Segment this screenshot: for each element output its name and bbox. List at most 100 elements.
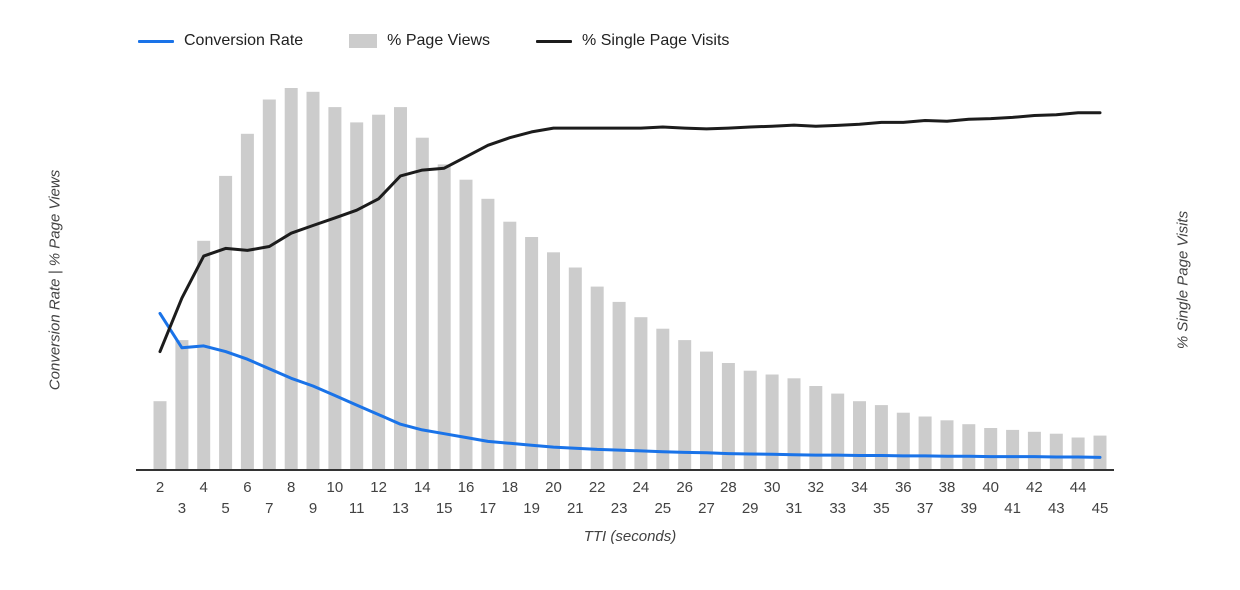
x-tick-label: 10 xyxy=(327,479,344,496)
x-tick-label: 32 xyxy=(807,479,824,496)
x-tick-label: 43 xyxy=(1048,500,1065,517)
bar-page-views xyxy=(437,164,451,470)
legend-label-page-views: % Page Views xyxy=(387,32,491,49)
bar-page-views xyxy=(809,386,823,470)
bar-page-views xyxy=(831,393,845,470)
x-tick-label: 44 xyxy=(1070,479,1087,496)
bar-page-views xyxy=(547,252,560,470)
bar-page-views xyxy=(787,378,801,470)
bar-page-views xyxy=(394,107,407,470)
bar-page-views xyxy=(634,317,648,470)
legend: Conversion Rate % Page Views % Single Pa… xyxy=(138,32,729,50)
bar-page-views xyxy=(284,88,298,470)
bar-page-views xyxy=(743,370,757,470)
x-tick-label: 23 xyxy=(611,500,628,517)
x-tick-label: 26 xyxy=(676,479,693,496)
bar-page-views xyxy=(1071,437,1085,470)
bar-page-views xyxy=(525,237,539,470)
x-tick-label: 18 xyxy=(501,479,518,496)
bar-page-views xyxy=(328,107,342,470)
line-single-page-visits xyxy=(158,111,1102,354)
x-tick-label: 17 xyxy=(480,500,497,517)
x-tick-label: 22 xyxy=(589,479,606,496)
x-tick-label: 42 xyxy=(1026,479,1043,496)
x-tick-label: 19 xyxy=(523,500,540,517)
legend-item-conversion-rate: Conversion Rate xyxy=(138,32,303,50)
bar-page-views xyxy=(590,286,604,470)
x-tick-label: 15 xyxy=(436,500,453,517)
x-tick-label: 25 xyxy=(654,500,671,517)
x-tick-label: 39 xyxy=(960,500,977,517)
bar-page-views xyxy=(219,175,233,470)
x-tick-label: 36 xyxy=(895,479,912,496)
bar-page-views xyxy=(700,351,713,470)
legend-item-single-page-visits: % Single Page Visits xyxy=(536,32,729,50)
x-tick-label: 11 xyxy=(349,500,365,517)
x-tick-label: 8 xyxy=(287,479,295,496)
x-tick-label: 14 xyxy=(414,479,431,496)
bar-page-views xyxy=(853,401,866,470)
bar-page-views xyxy=(1049,433,1063,470)
bar-page-views xyxy=(874,405,888,470)
bar-page-views xyxy=(962,424,976,470)
bar-page-views xyxy=(372,114,386,470)
x-tick-label: 27 xyxy=(698,500,715,517)
x-tick-label: 40 xyxy=(982,479,999,496)
x-tick-label: 37 xyxy=(917,500,934,517)
x-tick-label: 24 xyxy=(633,479,650,496)
bar-page-views xyxy=(678,340,692,470)
x-tick-label: 30 xyxy=(764,479,781,496)
x-tick-label: 7 xyxy=(265,500,273,517)
bar-page-views xyxy=(568,267,582,470)
bar-page-views xyxy=(1027,431,1041,470)
x-tick-label: 21 xyxy=(567,500,584,517)
y-axis-title-left: Conversion Rate | % Page Views xyxy=(46,169,64,391)
x-tick-label: 38 xyxy=(939,479,956,496)
bar-page-views xyxy=(984,428,998,470)
x-tick-label: 12 xyxy=(370,479,387,496)
x-tick-label: 6 xyxy=(243,479,251,496)
x-axis-title: TTI (seconds) xyxy=(583,528,677,545)
bar-page-views xyxy=(918,416,932,470)
x-tick-label: 4 xyxy=(200,479,208,496)
x-tick-label: 35 xyxy=(873,500,890,517)
x-tick-label: 9 xyxy=(309,500,317,517)
bar-page-views xyxy=(415,137,429,470)
x-tick-label: 3 xyxy=(178,500,186,517)
bar-page-views xyxy=(153,401,167,470)
legend-swatch-single-page-visits xyxy=(536,39,573,43)
bar-page-views xyxy=(306,91,320,471)
bar-page-views xyxy=(896,412,910,470)
bar-page-views xyxy=(1093,435,1107,470)
bar-page-views xyxy=(1006,429,1020,470)
x-tick-label: 31 xyxy=(786,500,803,517)
bar-page-views xyxy=(459,179,473,470)
x-tick-label: 28 xyxy=(720,479,737,496)
y-axis-title-right: % Single Page Visits xyxy=(1174,210,1192,350)
legend-label-single-page-visits: % Single Page Visits xyxy=(582,32,730,49)
legend-swatch-conversion-rate xyxy=(138,39,174,43)
bar-page-views xyxy=(612,301,626,470)
bar-page-views xyxy=(197,240,211,470)
bar-page-views xyxy=(481,198,495,471)
legend-item-page-views: % Page Views xyxy=(349,32,490,50)
bar-page-views xyxy=(262,99,276,470)
legend-label-conversion-rate: Conversion Rate xyxy=(184,32,304,49)
line-conversion-rate xyxy=(158,311,1102,459)
bar-page-views xyxy=(721,363,735,470)
legend-swatch-page-views xyxy=(349,34,378,48)
bar-page-views xyxy=(240,133,254,471)
x-tick-label: 5 xyxy=(221,500,229,517)
x-tick-label: 33 xyxy=(829,500,846,517)
bar-page-views xyxy=(350,122,364,471)
bar-page-views xyxy=(175,340,189,470)
bar-page-views xyxy=(765,374,779,470)
x-tick-label: 20 xyxy=(545,479,562,496)
x-tick-label: 2 xyxy=(156,479,164,496)
x-tick-label: 41 xyxy=(1004,500,1021,517)
x-tick-label: 45 xyxy=(1092,500,1109,517)
bar-page-views xyxy=(503,221,517,470)
x-tick-label: 16 xyxy=(458,479,475,496)
